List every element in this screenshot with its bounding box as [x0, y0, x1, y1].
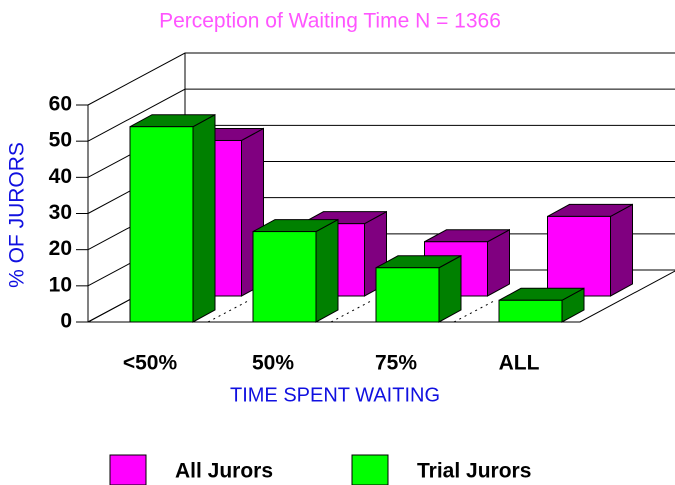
y-tick-label: 20 [49, 237, 72, 260]
y-tick-label: 0 [60, 310, 72, 333]
y-tick-label: 50 [49, 129, 72, 152]
bar-side [610, 203, 633, 297]
y-axis-label: % OF JURORS [6, 142, 29, 288]
grid-line [87, 88, 675, 142]
bar [252, 231, 317, 323]
floor-divider [207, 300, 249, 323]
chart-title: Perception of Waiting Time N = 1366 [159, 10, 501, 33]
bar-side [192, 113, 216, 323]
legend-swatch [351, 454, 389, 485]
floor-divider [453, 300, 495, 323]
x-tick-label: 75% [375, 352, 417, 375]
bar [498, 299, 563, 323]
y-tick-label: 40 [49, 165, 72, 188]
legend-label: Trial Jurors [417, 460, 531, 483]
legend-label: All Jurors [175, 460, 273, 483]
x-axis-label: TIME SPENT WAITING [230, 384, 440, 406]
bar-side [315, 218, 339, 323]
floor-divider [330, 300, 372, 323]
bar [129, 126, 194, 323]
y-tick-label: 10 [49, 273, 72, 296]
y-tick-label: 30 [49, 201, 72, 224]
x-tick-label: ALL [499, 352, 540, 375]
x-tick-label: 50% [252, 352, 294, 375]
legend-swatch [109, 454, 147, 485]
grid-line [87, 52, 675, 106]
bar [547, 215, 611, 297]
x-tick-label: <50% [123, 352, 178, 375]
bar [375, 267, 440, 323]
y-tick-label: 60 [49, 93, 72, 116]
